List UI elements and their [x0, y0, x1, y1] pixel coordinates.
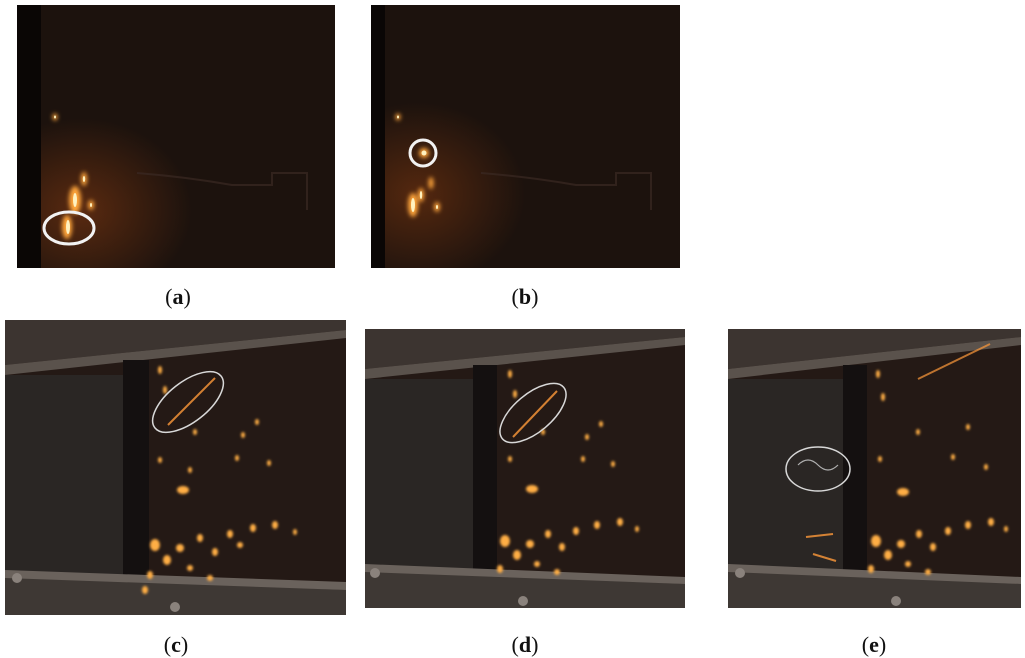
caption-b: (b) — [511, 284, 539, 309]
highlight-ring-a — [42, 210, 96, 246]
caption-e: (e) — [861, 632, 887, 657]
spark-photo-d — [365, 329, 685, 608]
highlight-ring-e — [785, 446, 851, 492]
spark-photo-b — [371, 5, 680, 268]
spark-photo-c — [5, 320, 346, 615]
caption-c: (c) — [163, 632, 189, 657]
highlight-ring-d — [499, 382, 567, 444]
caption-a: (a) — [165, 284, 191, 309]
highlight-ring-b — [408, 138, 438, 168]
photo-panel-b — [371, 5, 680, 268]
spark-photo-a — [17, 5, 335, 268]
photo-panel-a — [17, 5, 335, 268]
spark-photo-e — [728, 329, 1021, 608]
caption-d: (d) — [511, 632, 539, 657]
photo-panel-d — [365, 329, 685, 608]
highlight-ring-c — [151, 370, 225, 434]
photo-panel-c — [5, 320, 346, 615]
photo-panel-e — [728, 329, 1021, 608]
